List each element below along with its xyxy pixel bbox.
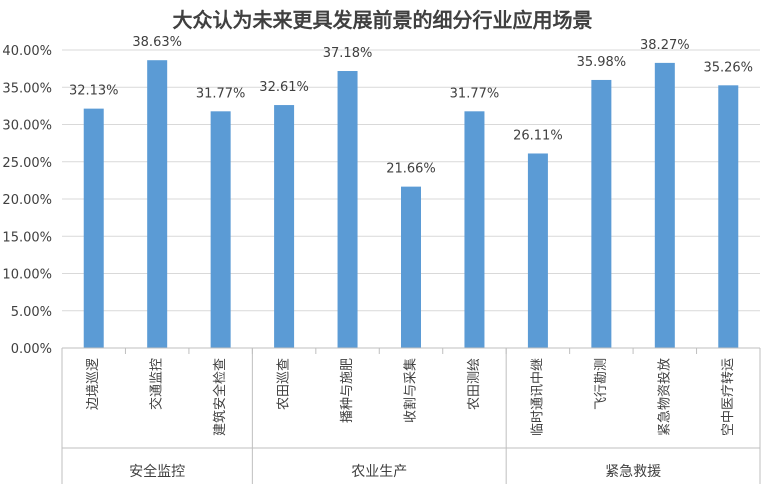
group-label: 农业生产 — [351, 464, 407, 480]
x-tick-label: 农田测绘 — [467, 358, 482, 410]
bar — [83, 108, 104, 348]
data-label: 26.11% — [513, 128, 563, 143]
group-label: 紧急救援 — [605, 464, 661, 480]
data-label: 21.66% — [386, 162, 436, 177]
data-label: 35.26% — [703, 60, 753, 75]
y-tick-label: 15.00% — [2, 230, 52, 245]
y-tick-label: 25.00% — [2, 156, 52, 171]
bar — [654, 62, 675, 349]
x-tick-label: 飞行勘测 — [594, 358, 609, 410]
y-tick-label: 30.00% — [2, 119, 52, 134]
bar — [210, 111, 231, 348]
data-label: 35.98% — [577, 55, 627, 70]
data-label: 31.77% — [196, 86, 246, 101]
bar — [274, 105, 295, 348]
data-label: 32.61% — [259, 80, 309, 95]
x-tick-label: 农田巡查 — [277, 358, 292, 410]
data-label: 38.27% — [640, 38, 690, 53]
data-label: 31.77% — [450, 86, 500, 101]
x-tick-label: 收割与采集 — [403, 358, 419, 423]
x-tick-label: 边境巡逻 — [86, 358, 101, 410]
y-tick-label: 35.00% — [2, 81, 52, 96]
y-tick-label: 5.00% — [11, 305, 52, 320]
bar — [591, 79, 612, 348]
bar — [718, 85, 739, 349]
x-tick-label: 临时通讯中继 — [530, 358, 545, 436]
x-tick-label: 交通监控 — [149, 358, 165, 410]
y-tick-label: 40.00% — [2, 44, 52, 59]
group-label: 安全监控 — [129, 463, 185, 480]
x-tick-label: 播种与施肥 — [340, 358, 355, 423]
bar — [401, 186, 421, 348]
chart-title: 大众认为未来更具发展前景的细分行业应用场景 — [172, 8, 593, 32]
y-tick-label: 10.00% — [2, 268, 52, 283]
y-tick-label: 0.00% — [11, 342, 52, 357]
x-tick-label: 空中医疗转运 — [721, 358, 736, 436]
x-tick-label: 建筑安全检查 — [212, 358, 228, 436]
data-label: 38.63% — [132, 35, 182, 50]
bar — [337, 71, 358, 348]
bar — [527, 153, 548, 348]
bar — [464, 111, 485, 348]
y-tick-label: 20.00% — [2, 193, 52, 208]
x-tick-label: 紧急物资投放 — [656, 358, 672, 436]
data-label: 37.18% — [323, 46, 373, 61]
bar — [147, 60, 168, 348]
data-label: 32.13% — [69, 84, 119, 99]
